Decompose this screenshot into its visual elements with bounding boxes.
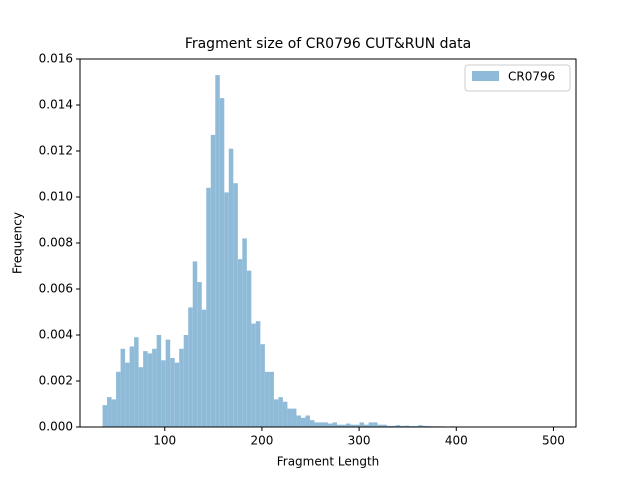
bar <box>224 192 229 427</box>
y-tick-label: 0.008 <box>39 236 73 250</box>
legend-label: CR0796 <box>508 70 555 84</box>
bar <box>148 353 153 427</box>
bar <box>175 363 180 427</box>
bar <box>121 349 126 427</box>
bar <box>161 360 166 427</box>
bar <box>251 324 256 428</box>
x-tick-label: 100 <box>153 434 176 448</box>
x-tick-label: 500 <box>542 434 565 448</box>
y-tick-label: 0.016 <box>39 52 73 66</box>
bar <box>197 282 202 427</box>
bar <box>125 363 130 427</box>
legend-swatch <box>472 71 499 81</box>
x-axis-label: Fragment Length <box>277 455 380 469</box>
bar <box>287 409 292 427</box>
bar <box>296 416 301 428</box>
bar <box>112 399 117 427</box>
bar <box>373 422 378 427</box>
bar <box>229 149 234 427</box>
bar <box>323 422 328 427</box>
y-tick-label: 0.010 <box>39 190 73 204</box>
bar <box>107 397 112 427</box>
y-axis-label: Frequency <box>11 212 25 274</box>
bar <box>139 367 144 427</box>
bar <box>256 321 261 427</box>
y-tick-label: 0.012 <box>39 144 73 158</box>
bar <box>116 372 121 427</box>
bar <box>310 420 315 427</box>
bar <box>143 351 148 427</box>
bar <box>188 307 193 427</box>
bar <box>152 349 157 427</box>
x-tick-label: 400 <box>445 434 468 448</box>
chart-title: Fragment size of CR0796 CUT&RUN data <box>185 36 471 52</box>
bar <box>103 405 108 427</box>
y-tick-label: 0.006 <box>39 282 73 296</box>
bar <box>314 422 319 427</box>
bar <box>269 372 274 427</box>
bar <box>202 310 207 427</box>
bar <box>292 409 297 427</box>
bar <box>220 98 225 427</box>
bar <box>274 399 279 427</box>
y-tick-label: 0.000 <box>39 420 73 434</box>
bar <box>247 271 252 427</box>
bar <box>193 261 198 427</box>
bar <box>206 188 211 427</box>
bar <box>369 422 374 427</box>
bar <box>215 75 220 427</box>
bar <box>260 344 265 427</box>
bar <box>305 416 310 428</box>
bar <box>242 238 247 427</box>
bar <box>134 337 139 427</box>
bar <box>328 424 333 427</box>
bar <box>333 422 338 427</box>
bar <box>157 335 162 427</box>
bar <box>166 340 171 427</box>
x-tick-label: 200 <box>250 434 273 448</box>
x-tick-label: 300 <box>348 434 371 448</box>
bar <box>278 397 283 427</box>
bar <box>233 183 238 427</box>
bar <box>211 135 216 427</box>
bar <box>179 349 184 427</box>
bar <box>319 422 324 427</box>
bar <box>238 259 243 427</box>
bar <box>130 347 135 428</box>
bar <box>283 402 288 427</box>
y-tick-label: 0.002 <box>39 374 73 388</box>
bar <box>346 424 351 427</box>
bar <box>184 335 189 427</box>
y-tick-label: 0.014 <box>39 98 73 112</box>
bar <box>170 358 175 427</box>
y-tick-label: 0.004 <box>39 328 73 342</box>
bar <box>301 418 306 427</box>
bar <box>265 372 270 427</box>
bar <box>360 422 365 427</box>
